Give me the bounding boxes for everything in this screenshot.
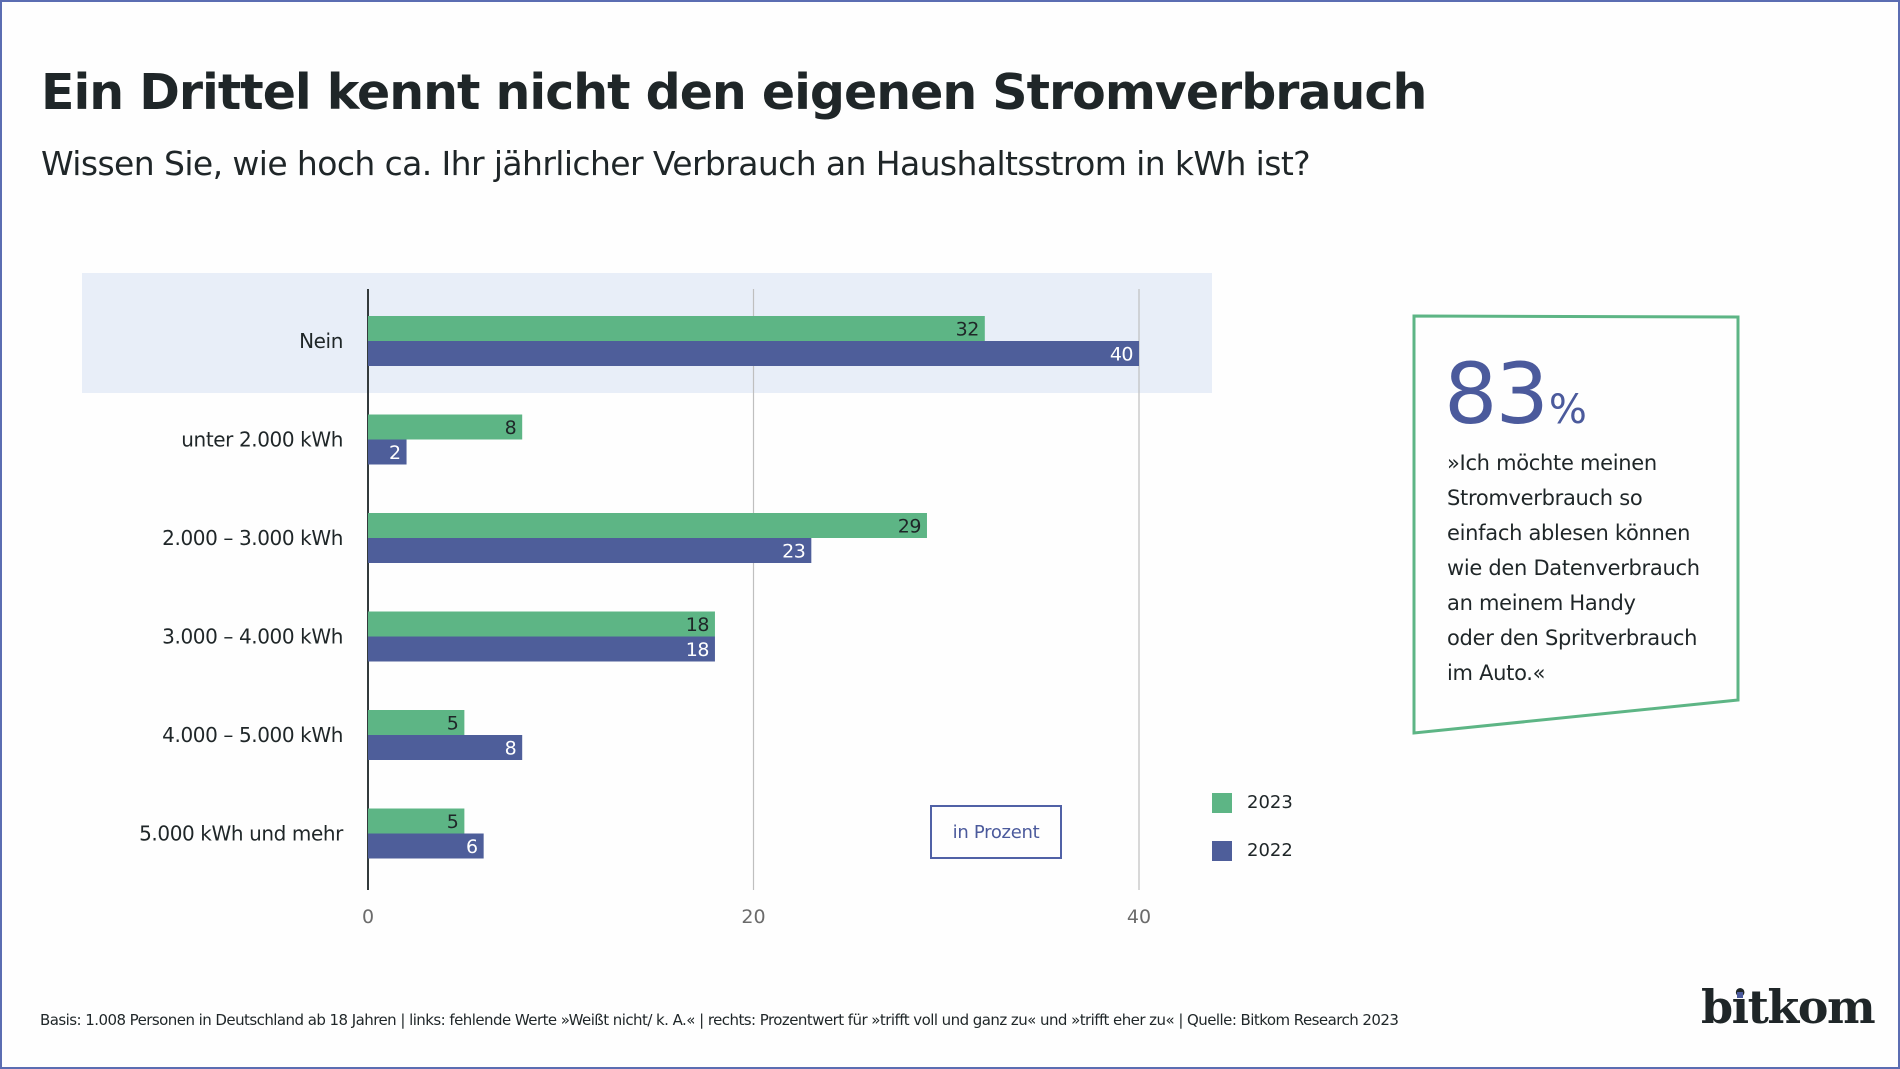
bar-2023 [368,808,465,834]
legend-swatch-2023 [1212,792,1232,813]
bar-2022 [368,636,715,662]
quote-line: Stromverbrauch so [1447,486,1643,510]
bar-2022 [368,341,1139,366]
legend-label: 2023 [1247,792,1293,813]
category-label: 2.000 – 3.000 kWh [162,526,343,550]
bitkom-logo: bitkom [1701,980,1876,1034]
bar-value-label: 23 [782,541,805,563]
bar-2022 [368,833,484,859]
quote-line: wie den Datenverbrauch [1447,556,1700,580]
quote-line: »Ich möchte meinen [1447,451,1657,475]
category-label: Nein [299,329,343,353]
footer-source-note: Basis: 1.008 Personen in Deutschland ab … [40,1011,1399,1029]
bar-value-label: 5 [447,811,459,833]
bar-2023 [368,414,523,440]
bar-value-label: 32 [956,319,979,341]
callout-unit: % [1548,387,1587,433]
quote-line: an meinem Handy [1447,591,1636,615]
chart-subtitle: Wissen Sie, wie hoch ca. Ihr jährlicher … [41,144,1311,183]
bar-value-label: 29 [898,516,921,538]
quote-line: einfach ablesen können [1447,521,1691,545]
callout-value: 83 [1444,345,1549,443]
x-tick-label: 20 [741,906,765,928]
bar-value-label: 18 [686,614,709,636]
category-label: unter 2.000 kWh [181,428,343,452]
bar-value-label: 18 [686,639,709,661]
legend-item-2022: 2022 [1212,840,1293,861]
unit-label: in Prozent [952,821,1040,843]
category-label: 3.000 – 4.000 kWh [162,625,343,649]
callout-quote: »Ich möchte meinen Stromverbrauch so ein… [1447,446,1727,691]
quote-line: oder den Spritverbrauch [1447,626,1698,650]
callout-stat: 83% [1444,352,1587,436]
category-label: 5.000 kWh und mehr [139,822,344,846]
bar-value-label: 8 [505,417,517,439]
bar-value-label: 2 [389,442,401,464]
legend-swatch-2022 [1212,840,1232,861]
category-label: 4.000 – 5.000 kWh [162,723,343,747]
bar-value-label: 8 [505,738,517,760]
unit-label-box: in Prozent [930,805,1062,859]
bar-2023 [368,710,465,735]
callout-border [1412,314,1740,735]
bar-2023 [368,611,715,637]
x-tick-label: 40 [1127,906,1151,928]
bar-value-label: 5 [447,713,459,735]
bar-value-label: 6 [466,836,478,858]
bar-2023 [368,513,927,538]
chart-title: Ein Drittel kennt nicht den eigenen Stro… [41,64,1427,121]
legend-item-2023: 2023 [1212,792,1293,813]
bar-2022 [368,439,407,465]
bar-2022 [368,735,523,760]
logo-dot-icon [1737,992,1743,998]
x-tick-label: 0 [362,906,374,928]
legend-label: 2022 [1247,840,1293,861]
bar-2023 [368,316,985,341]
bar-value-label: 40 [1110,344,1133,366]
bar-2022 [368,538,812,563]
quote-line: im Auto.« [1447,661,1546,685]
